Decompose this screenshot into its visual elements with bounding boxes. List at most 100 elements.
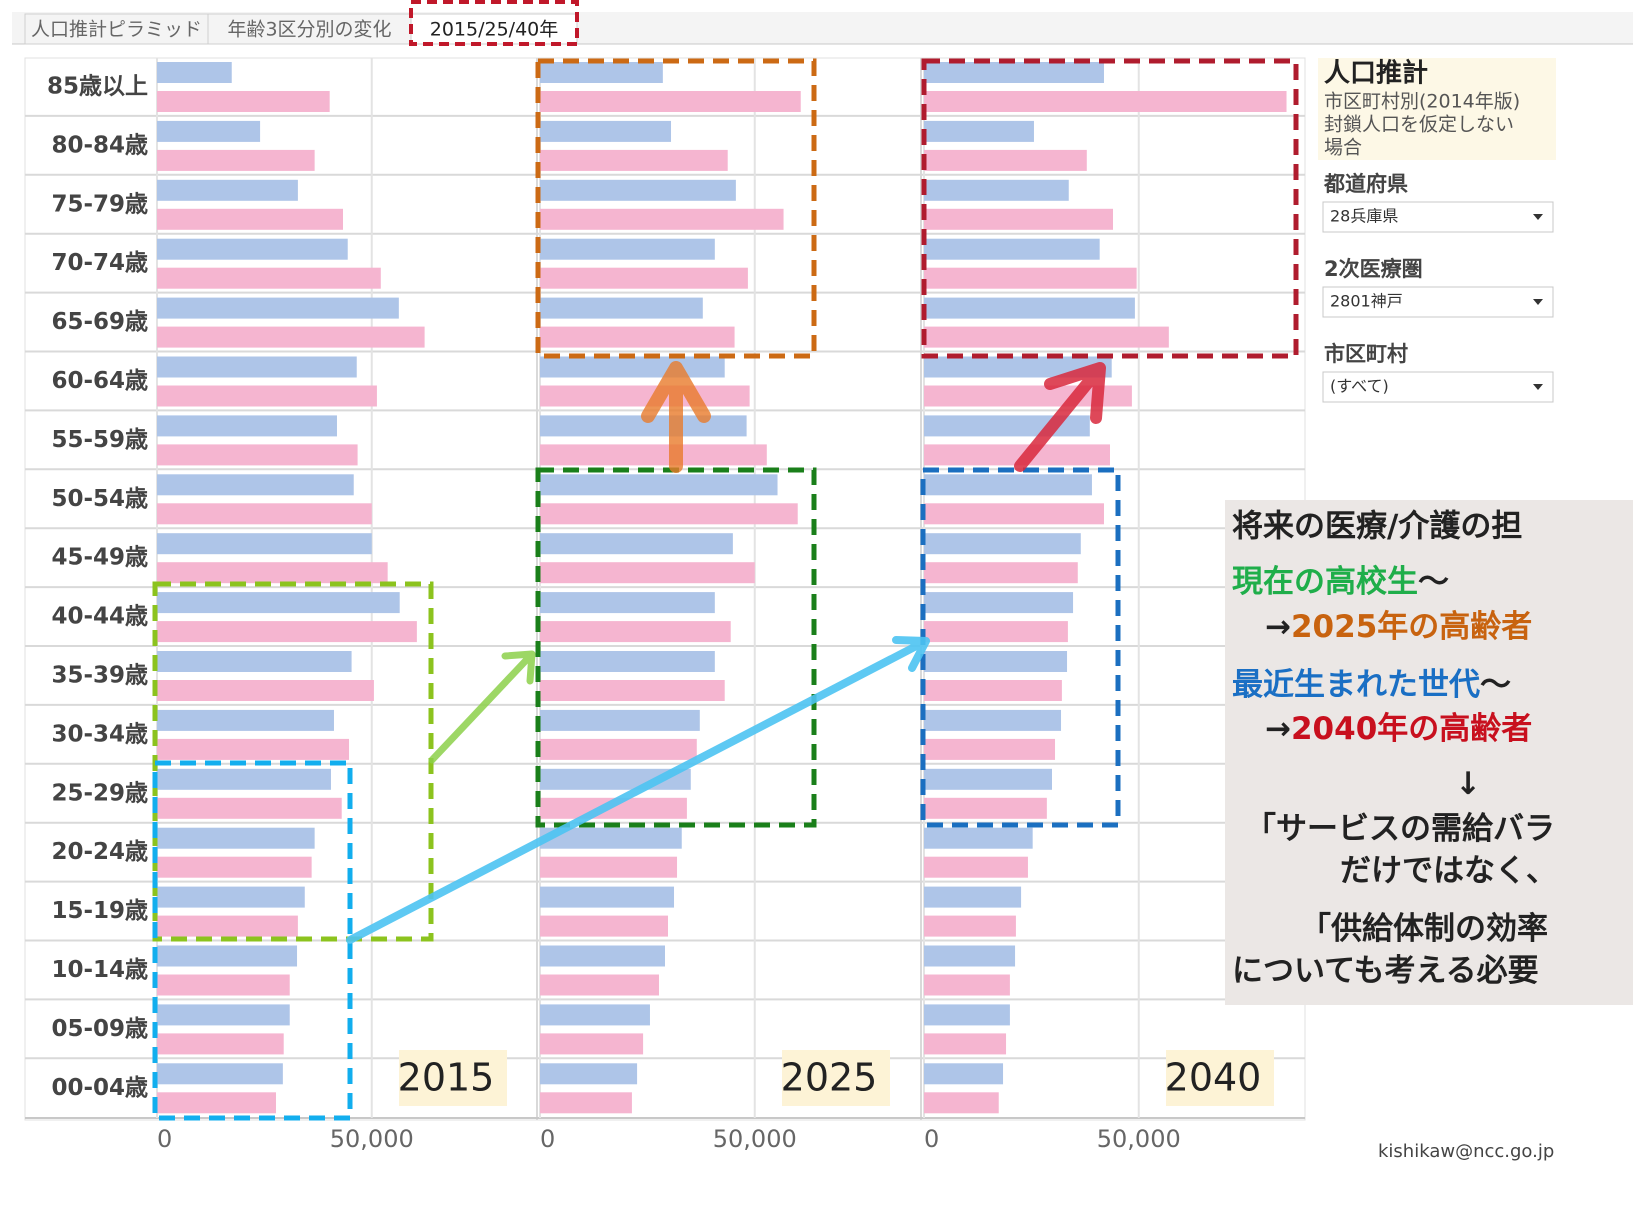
credit: kishikaw@ncc.go.jp — [1378, 1141, 1554, 1162]
bar — [157, 91, 330, 112]
bar — [157, 680, 374, 701]
year-label-bg — [782, 1050, 890, 1106]
bar — [157, 856, 312, 878]
category-label: 30-34歳 — [51, 721, 148, 747]
category-label: 10-14歳 — [51, 957, 148, 983]
tab[interactable] — [207, 13, 412, 45]
arrow-red — [1014, 362, 1106, 472]
dropdown-value[interactable]: 28兵庫県 — [1330, 207, 1398, 226]
bar — [157, 415, 337, 437]
category-label: 75-79歳 — [51, 191, 148, 217]
bar — [924, 915, 1016, 937]
bar — [540, 974, 659, 996]
bar — [157, 1033, 284, 1055]
box-2040-elderly — [921, 58, 1299, 359]
category-label: 40-44歳 — [51, 604, 148, 630]
callout-segment: → — [1265, 609, 1291, 645]
bar — [924, 1033, 1007, 1055]
bar — [924, 208, 1113, 230]
callout-line: 「サービスの需給バラ — [1245, 811, 1555, 847]
bar — [540, 356, 725, 378]
bar — [924, 621, 1068, 643]
bar — [540, 179, 736, 201]
bar — [540, 120, 672, 142]
callout-segment: 最近生まれた世代 — [1232, 667, 1480, 703]
bar — [157, 768, 331, 790]
tab-label[interactable]: 年齢3区分別の変化 — [227, 19, 391, 41]
bar — [540, 945, 665, 967]
dropdown[interactable] — [1322, 286, 1554, 318]
bar — [540, 827, 682, 849]
x-tick-label: 50,000 — [330, 1125, 414, 1153]
bar — [924, 856, 1028, 878]
filter-label: 都道府県 — [1323, 172, 1408, 196]
bar — [540, 797, 687, 819]
arrow-blue — [346, 636, 930, 944]
bar — [157, 974, 290, 996]
bar — [157, 238, 348, 260]
bar — [924, 267, 1137, 289]
category-label: 80-84歳 — [51, 132, 148, 158]
bar — [157, 356, 357, 378]
callout-segment: ～ — [1480, 667, 1511, 703]
bar — [540, 267, 748, 289]
callout-segment: についても考える必要 — [1232, 953, 1539, 989]
bar — [157, 1092, 276, 1114]
dropdown[interactable] — [1322, 201, 1554, 233]
bar — [540, 856, 678, 878]
dropdown-arrow[interactable] — [1533, 384, 1543, 390]
bar — [157, 651, 352, 672]
callout-line: →2025年の高齢者 — [1265, 609, 1532, 645]
bar — [157, 886, 305, 908]
dropdown-value[interactable]: 2801神戸 — [1330, 292, 1403, 311]
year-label-bg — [1166, 1050, 1274, 1106]
x-tick-label: 0 — [924, 1125, 939, 1153]
dropdown-arrow[interactable] — [1533, 214, 1543, 220]
bar — [157, 208, 343, 230]
bar — [157, 621, 417, 643]
tab[interactable] — [24, 13, 209, 45]
arrow-green — [428, 650, 536, 764]
x-tick-label: 0 — [540, 1125, 555, 1153]
bar — [157, 62, 232, 83]
callout-segment: 現在の高校生 — [1232, 564, 1418, 600]
bar — [540, 385, 750, 407]
callout-segment: ↓ — [1455, 766, 1481, 802]
filter-label: 2次医療圏 — [1324, 257, 1423, 281]
bar — [924, 326, 1169, 348]
bar — [924, 179, 1069, 201]
bar — [540, 62, 663, 83]
arrow-orange — [641, 361, 711, 473]
category-label: 60-64歳 — [51, 368, 148, 394]
tab-label[interactable]: 人口推計ピラミッド — [31, 19, 202, 41]
bar — [924, 768, 1053, 790]
bar — [540, 91, 801, 112]
bar — [540, 562, 755, 584]
bar — [924, 797, 1047, 819]
bar — [157, 945, 298, 967]
callout-bg — [1225, 500, 1633, 1005]
bar — [157, 1004, 290, 1026]
bar — [540, 533, 733, 555]
dropdown-value[interactable]: (すべて) — [1330, 377, 1389, 396]
dropdown[interactable] — [1322, 371, 1554, 403]
dropdown-arrow[interactable] — [1533, 299, 1543, 305]
bar — [157, 179, 298, 201]
x-tick-label: 50,000 — [1097, 1125, 1181, 1153]
bar — [540, 474, 778, 496]
bar — [157, 915, 298, 937]
bar — [540, 886, 675, 908]
bar — [924, 120, 1034, 142]
bar — [540, 1063, 638, 1085]
bar — [157, 120, 261, 142]
bar — [157, 297, 399, 319]
tab-label[interactable]: 2015/25/40年 — [430, 19, 559, 41]
x-tick-label: 0 — [157, 1125, 172, 1153]
bar — [540, 621, 731, 643]
year-label: 2015 — [398, 1056, 495, 1100]
bar — [157, 533, 372, 555]
category-label: 25-29歳 — [51, 780, 148, 806]
bar — [924, 503, 1104, 525]
callout-segment: 「供給体制の効率 — [1300, 911, 1548, 947]
callout-line: 「供給体制の効率 — [1300, 911, 1548, 947]
